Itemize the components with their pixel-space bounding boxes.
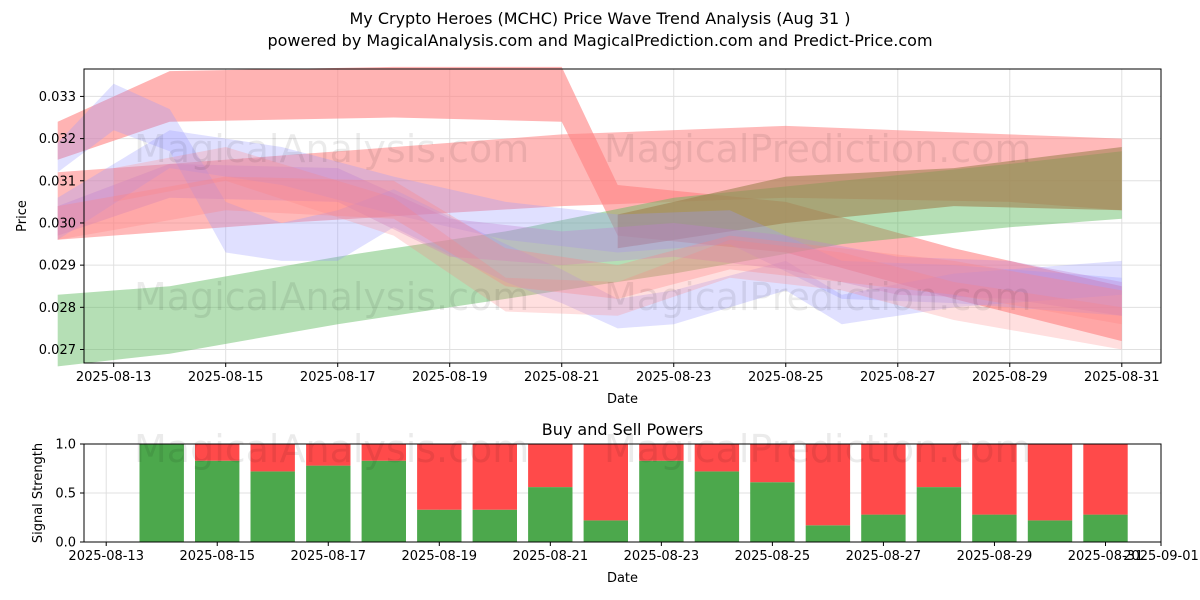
buy-bar	[972, 514, 1017, 542]
buy-sell-panel: Buy and Sell Powers MagicalAnalysis.com M…	[31, 420, 1199, 586]
watermark: MagicalPrediction.com	[604, 427, 1032, 471]
buy-bar	[1083, 514, 1128, 542]
sell-bar	[583, 444, 628, 521]
buy-bar	[361, 460, 406, 542]
watermark: MagicalAnalysis.com	[134, 427, 529, 471]
top-y-tick-label: 0.029	[39, 259, 76, 274]
sell-bar	[417, 444, 462, 510]
buy-bar	[472, 509, 517, 542]
bottom-x-tick-label: 2025-09-01	[1123, 549, 1199, 564]
price-band-red	[57, 125, 1122, 240]
bottom-x-axis-label: Date	[607, 571, 638, 586]
sell-bar	[805, 444, 851, 526]
top-x-tick-label: 2025-08-19	[412, 370, 488, 385]
top-x-tick-label: 2025-08-25	[748, 370, 824, 385]
sell-bar	[528, 444, 573, 488]
sell-bar	[472, 444, 517, 510]
price-band-blue	[57, 130, 1122, 316]
top-x-tick-label: 2025-08-29	[972, 370, 1048, 385]
bottom-x-tick-label: 2025-08-23	[624, 549, 700, 564]
top-y-tick-label: 0.033	[39, 90, 76, 105]
buy-bar	[750, 482, 795, 542]
signal-bars	[139, 444, 1128, 542]
sell-bar	[361, 444, 406, 461]
top-x-tick-label: 2025-08-15	[188, 370, 264, 385]
price-wave-panel: MagicalAnalysis.com MagicalPrediction.com…	[15, 66, 1162, 407]
bottom-x-tick-label: 2025-08-25	[735, 549, 811, 564]
sell-bar	[250, 444, 295, 472]
sell-bar	[972, 444, 1017, 515]
chart-title: My Crypto Heroes (MCHC) Price Wave Trend…	[349, 9, 851, 28]
buy-bar	[139, 444, 184, 542]
top-x-tick-label: 2025-08-23	[636, 370, 712, 385]
price-band-purple	[57, 163, 1122, 316]
sell-bar	[195, 444, 240, 461]
sell-bar	[1083, 444, 1128, 515]
buy-bar	[528, 487, 573, 542]
bottom-x-tick-label: 2025-08-13	[68, 549, 144, 564]
price-bands	[57, 66, 1122, 367]
top-x-tick-label: 2025-08-27	[860, 370, 936, 385]
buy-bar	[250, 471, 295, 542]
top-y-tick-label: 0.028	[39, 301, 76, 316]
bottom-x-tick-label: 2025-08-15	[179, 549, 255, 564]
sell-bar	[639, 444, 684, 461]
top-y-tick-label: 0.027	[39, 343, 76, 358]
watermark: MagicalAnalysis.com	[134, 275, 529, 319]
sell-bar	[1027, 444, 1073, 521]
bottom-watermarks: MagicalAnalysis.com MagicalPrediction.com	[134, 427, 1032, 471]
bottom-y-tick-label: 0.5	[55, 487, 76, 502]
sell-bar	[916, 444, 962, 488]
chart-subtitle: powered by MagicalAnalysis.com and Magic…	[267, 31, 933, 50]
sell-bar	[861, 444, 906, 515]
price-band-olive	[617, 147, 1122, 249]
top-plot-frame	[83, 68, 1162, 364]
price-band-red	[57, 176, 1122, 325]
bottom-axes: 2025-08-13 2025-08-15 2025-08-17 2025-08-19…	[55, 438, 1198, 565]
buy-bar	[583, 520, 628, 542]
top-axes: 2025-08-13 2025-08-15 2025-08-17 2025-08-19…	[39, 90, 1160, 385]
top-x-axis-label: Date	[607, 392, 638, 407]
buy-bar	[306, 465, 351, 542]
bottom-x-tick-label: 2025-08-17	[290, 549, 366, 564]
bottom-y-tick-label: 1.0	[55, 438, 76, 453]
top-x-tick-label: 2025-08-13	[76, 370, 152, 385]
bottom-x-tick-label: 2025-08-31	[1068, 549, 1144, 564]
sell-bar	[750, 444, 795, 483]
sell-bar	[306, 444, 351, 466]
watermark: MagicalPrediction.com	[604, 127, 1032, 171]
bottom-x-tick-label: 2025-08-29	[957, 549, 1033, 564]
buy-bar	[417, 509, 462, 542]
buy-bar	[195, 460, 240, 542]
buy-bar	[639, 460, 684, 542]
top-x-tick-label: 2025-08-21	[524, 370, 600, 385]
buy-bar	[916, 487, 962, 542]
top-y-tick-label: 0.030	[39, 216, 76, 231]
buy-bar	[861, 514, 906, 542]
price-band-red	[57, 66, 1122, 342]
top-y-tick-label: 0.032	[39, 132, 76, 147]
sell-bar	[694, 444, 740, 472]
watermark: MagicalPrediction.com	[604, 275, 1032, 319]
buy-bar	[694, 471, 740, 542]
bottom-x-tick-label: 2025-08-21	[513, 549, 589, 564]
buy-bar	[805, 525, 851, 542]
bottom-panel-title: Buy and Sell Powers	[542, 420, 704, 439]
watermark: MagicalAnalysis.com	[134, 127, 529, 171]
bottom-x-tick-label: 2025-08-19	[402, 549, 478, 564]
bottom-x-tick-label: 2025-08-27	[846, 549, 922, 564]
bottom-y-tick-label: 0.0	[55, 536, 76, 551]
price-band-red	[113, 147, 1122, 350]
buy-bar	[1027, 520, 1073, 542]
top-x-tick-label: 2025-08-17	[300, 370, 376, 385]
top-y-tick-label: 0.031	[39, 174, 76, 189]
top-y-axis-label: Price	[15, 200, 30, 232]
bottom-y-axis-label: Signal Strength	[31, 443, 46, 543]
top-x-tick-label: 2025-08-31	[1084, 370, 1160, 385]
price-band-blue	[57, 83, 1122, 329]
top-watermarks: MagicalAnalysis.com MagicalPrediction.com…	[134, 127, 1032, 319]
